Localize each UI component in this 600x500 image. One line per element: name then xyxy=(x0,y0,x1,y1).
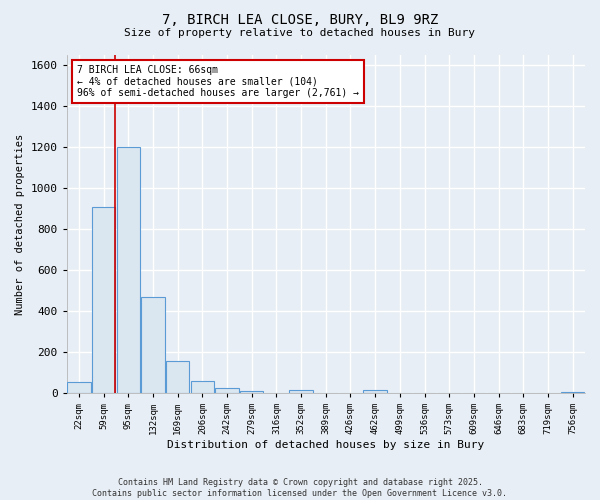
Bar xyxy=(240,391,263,393)
Bar xyxy=(141,297,165,393)
Text: Contains HM Land Registry data © Crown copyright and database right 2025.
Contai: Contains HM Land Registry data © Crown c… xyxy=(92,478,508,498)
Y-axis label: Number of detached properties: Number of detached properties xyxy=(15,134,25,314)
Bar xyxy=(561,392,584,393)
Text: 7, BIRCH LEA CLOSE, BURY, BL9 9RZ: 7, BIRCH LEA CLOSE, BURY, BL9 9RZ xyxy=(162,12,438,26)
Bar xyxy=(67,382,91,393)
Bar xyxy=(191,382,214,393)
Text: Size of property relative to detached houses in Bury: Size of property relative to detached ho… xyxy=(125,28,476,38)
Bar xyxy=(364,390,387,393)
Bar xyxy=(166,362,190,393)
Bar xyxy=(116,147,140,393)
X-axis label: Distribution of detached houses by size in Bury: Distribution of detached houses by size … xyxy=(167,440,484,450)
Bar xyxy=(289,390,313,393)
Text: 7 BIRCH LEA CLOSE: 66sqm
← 4% of detached houses are smaller (104)
96% of semi-d: 7 BIRCH LEA CLOSE: 66sqm ← 4% of detache… xyxy=(77,65,359,98)
Bar xyxy=(92,206,115,393)
Bar xyxy=(215,388,239,393)
